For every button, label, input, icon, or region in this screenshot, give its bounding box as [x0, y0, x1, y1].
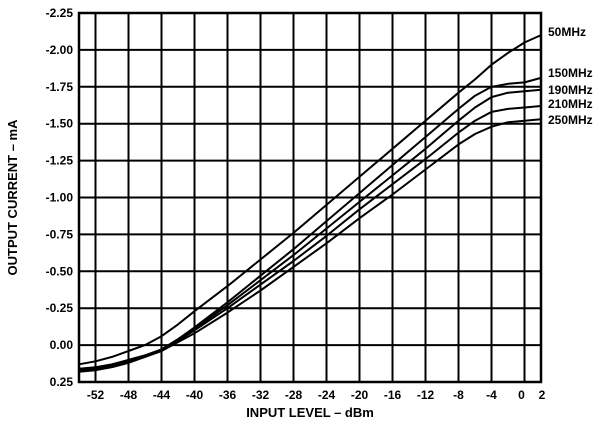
- x-tick-label: -28: [285, 388, 303, 402]
- x-tick-label: 2: [539, 388, 546, 402]
- y-axis-label: OUTPUT CURRENT – mA: [5, 119, 20, 276]
- x-tick-label: -36: [219, 388, 237, 402]
- y-tick-label: -1.25: [46, 154, 74, 168]
- x-tick-label: -8: [453, 388, 464, 402]
- series-line-150mhz: [78, 76, 542, 370]
- series-label-210mhz: 210MHz: [548, 97, 593, 111]
- series-label-250mhz: 250MHz: [548, 113, 593, 127]
- grid: [79, 12, 542, 383]
- y-tick-label: -1.75: [46, 80, 74, 94]
- series-line-190mhz: [78, 88, 542, 372]
- series-group: [78, 34, 542, 373]
- series-line-210mhz: [78, 105, 542, 372]
- y-tick-label: -0.75: [46, 227, 74, 241]
- x-tick-label: -40: [186, 388, 204, 402]
- y-tick-label: -1.00: [46, 191, 74, 205]
- series-line-50mhz: [78, 34, 542, 366]
- plot-frame: [77, 11, 543, 384]
- x-tick-label: -16: [384, 388, 402, 402]
- x-tick-label: -32: [252, 388, 270, 402]
- y-tick-label: -0.25: [46, 301, 74, 315]
- y-tick-label: -0.50: [46, 264, 74, 278]
- x-tick-label: -52: [87, 388, 105, 402]
- x-tick-label: -4: [486, 388, 497, 402]
- y-tick-label: -1.50: [46, 117, 74, 131]
- x-tick-label: -20: [351, 388, 369, 402]
- x-tick-label: -12: [417, 388, 435, 402]
- y-tick-label: -2.25: [46, 6, 74, 20]
- x-tick-label: -48: [120, 388, 138, 402]
- x-tick-label: 0: [518, 388, 525, 402]
- series-label-190mhz: 190MHz: [548, 83, 593, 97]
- series-line-250mhz: [78, 118, 542, 373]
- y-tick-label: -2.00: [46, 43, 74, 57]
- y-tick-label: 0.25: [50, 375, 74, 389]
- series-label-50mhz: 50MHz: [548, 25, 586, 39]
- series-label-150mhz: 150MHz: [548, 66, 593, 80]
- y-tick-label: 0.00: [50, 338, 74, 352]
- x-tick-label: -44: [153, 388, 171, 402]
- x-tick-labels: -52 -48 -44 -40 -36 -32 -28 -24 -20 -16 -12 -8 -4 0 2: [87, 388, 546, 402]
- x-tick-label: -24: [318, 388, 336, 402]
- y-tick-labels: -2.25 -2.00 -1.75 -1.50 -1.25 -1.00 -0.75 -0.50…: [46, 6, 74, 389]
- x-axis-label: INPUT LEVEL – dBm: [246, 405, 374, 420]
